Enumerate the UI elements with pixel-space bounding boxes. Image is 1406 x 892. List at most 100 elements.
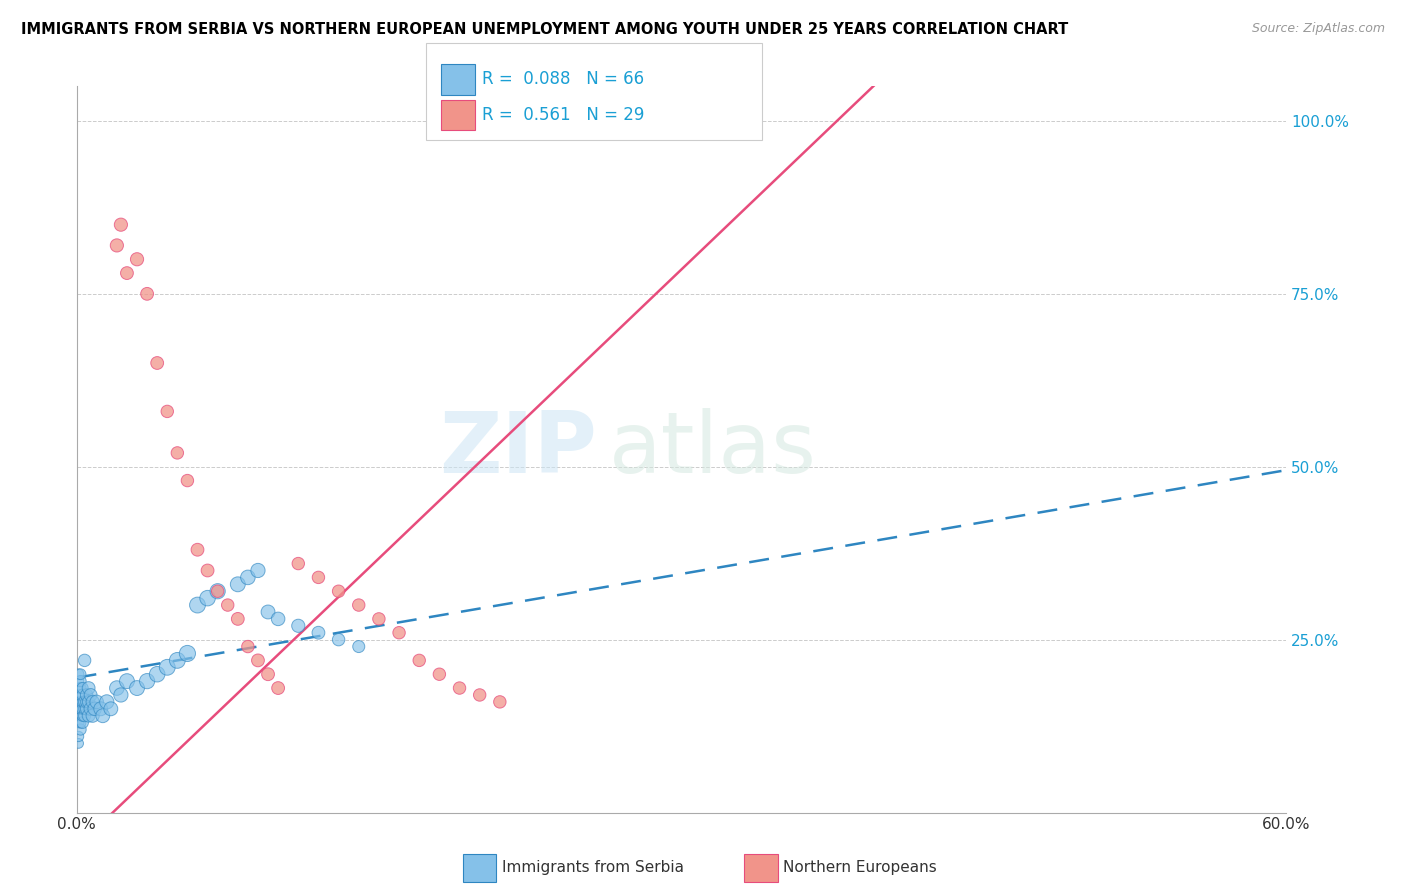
Point [76,688,98,702]
Point [67,681,90,695]
Point [67,695,90,709]
Text: R =  0.561   N = 29: R = 0.561 N = 29 [482,106,644,124]
Point [347,598,370,612]
Point [186,542,208,557]
Point [156,404,179,418]
Point [176,647,198,661]
Point [207,584,229,599]
Point [408,653,430,667]
Point [79,702,101,716]
Point [72,715,94,730]
Point [489,695,512,709]
Point [69,688,91,702]
Point [76,695,98,709]
Point [226,612,249,626]
Point [69,674,91,689]
Point [72,702,94,716]
Point [72,681,94,695]
Point [156,660,179,674]
Point [110,218,132,232]
Text: Northern Europeans: Northern Europeans [783,861,936,875]
Point [67,674,90,689]
Point [176,474,198,488]
Point [328,584,350,599]
Point [186,598,208,612]
Point [67,667,90,681]
Point [197,591,219,606]
Point [347,640,370,654]
Point [82,708,104,723]
Point [388,625,411,640]
Point [287,557,309,571]
Point [73,708,96,723]
Point [73,695,96,709]
Point [77,708,100,723]
Text: IMMIGRANTS FROM SERBIA VS NORTHERN EUROPEAN UNEMPLOYMENT AMONG YOUTH UNDER 25 YE: IMMIGRANTS FROM SERBIA VS NORTHERN EUROP… [21,22,1069,37]
Point [67,708,90,723]
Point [207,584,229,599]
Point [69,715,91,730]
Point [79,688,101,702]
Point [77,681,100,695]
Point [105,681,128,695]
Point [76,702,98,716]
Point [217,598,239,612]
Point [468,688,491,702]
Point [267,681,290,695]
Point [197,564,219,578]
Point [67,715,90,730]
Point [136,674,159,689]
Text: atlas: atlas [609,408,817,491]
Point [72,695,94,709]
Point [67,730,90,744]
Point [307,570,329,584]
Point [69,695,91,709]
Point [429,667,451,681]
Point [96,695,118,709]
Point [73,653,96,667]
Text: Source: ZipAtlas.com: Source: ZipAtlas.com [1251,22,1385,36]
Point [110,688,132,702]
Point [236,570,259,584]
Text: R =  0.088   N = 66: R = 0.088 N = 66 [482,70,644,88]
Text: ZIP: ZIP [439,408,596,491]
Point [115,266,138,280]
Point [67,688,90,702]
Text: Immigrants from Serbia: Immigrants from Serbia [502,861,683,875]
Point [328,632,350,647]
Point [72,688,94,702]
Point [125,252,148,267]
Point [82,695,104,709]
Point [73,702,96,716]
Point [69,723,91,737]
Point [105,238,128,252]
Point [67,736,90,750]
Point [246,564,269,578]
Point [91,708,114,723]
Point [86,695,108,709]
Point [246,653,269,667]
Point [146,667,169,681]
Point [226,577,249,591]
Point [166,446,188,460]
Point [287,619,309,633]
Point [146,356,169,370]
Point [69,667,91,681]
Point [90,702,112,716]
Point [67,702,90,716]
Point [100,702,122,716]
Point [236,640,259,654]
Point [449,681,471,695]
Point [267,612,290,626]
Point [367,612,389,626]
Point [125,681,148,695]
Point [257,605,280,619]
Point [77,695,100,709]
Point [69,681,91,695]
Point [72,708,94,723]
Point [257,667,280,681]
Point [115,674,138,689]
Point [136,286,159,301]
Point [307,625,329,640]
Point [83,702,105,716]
